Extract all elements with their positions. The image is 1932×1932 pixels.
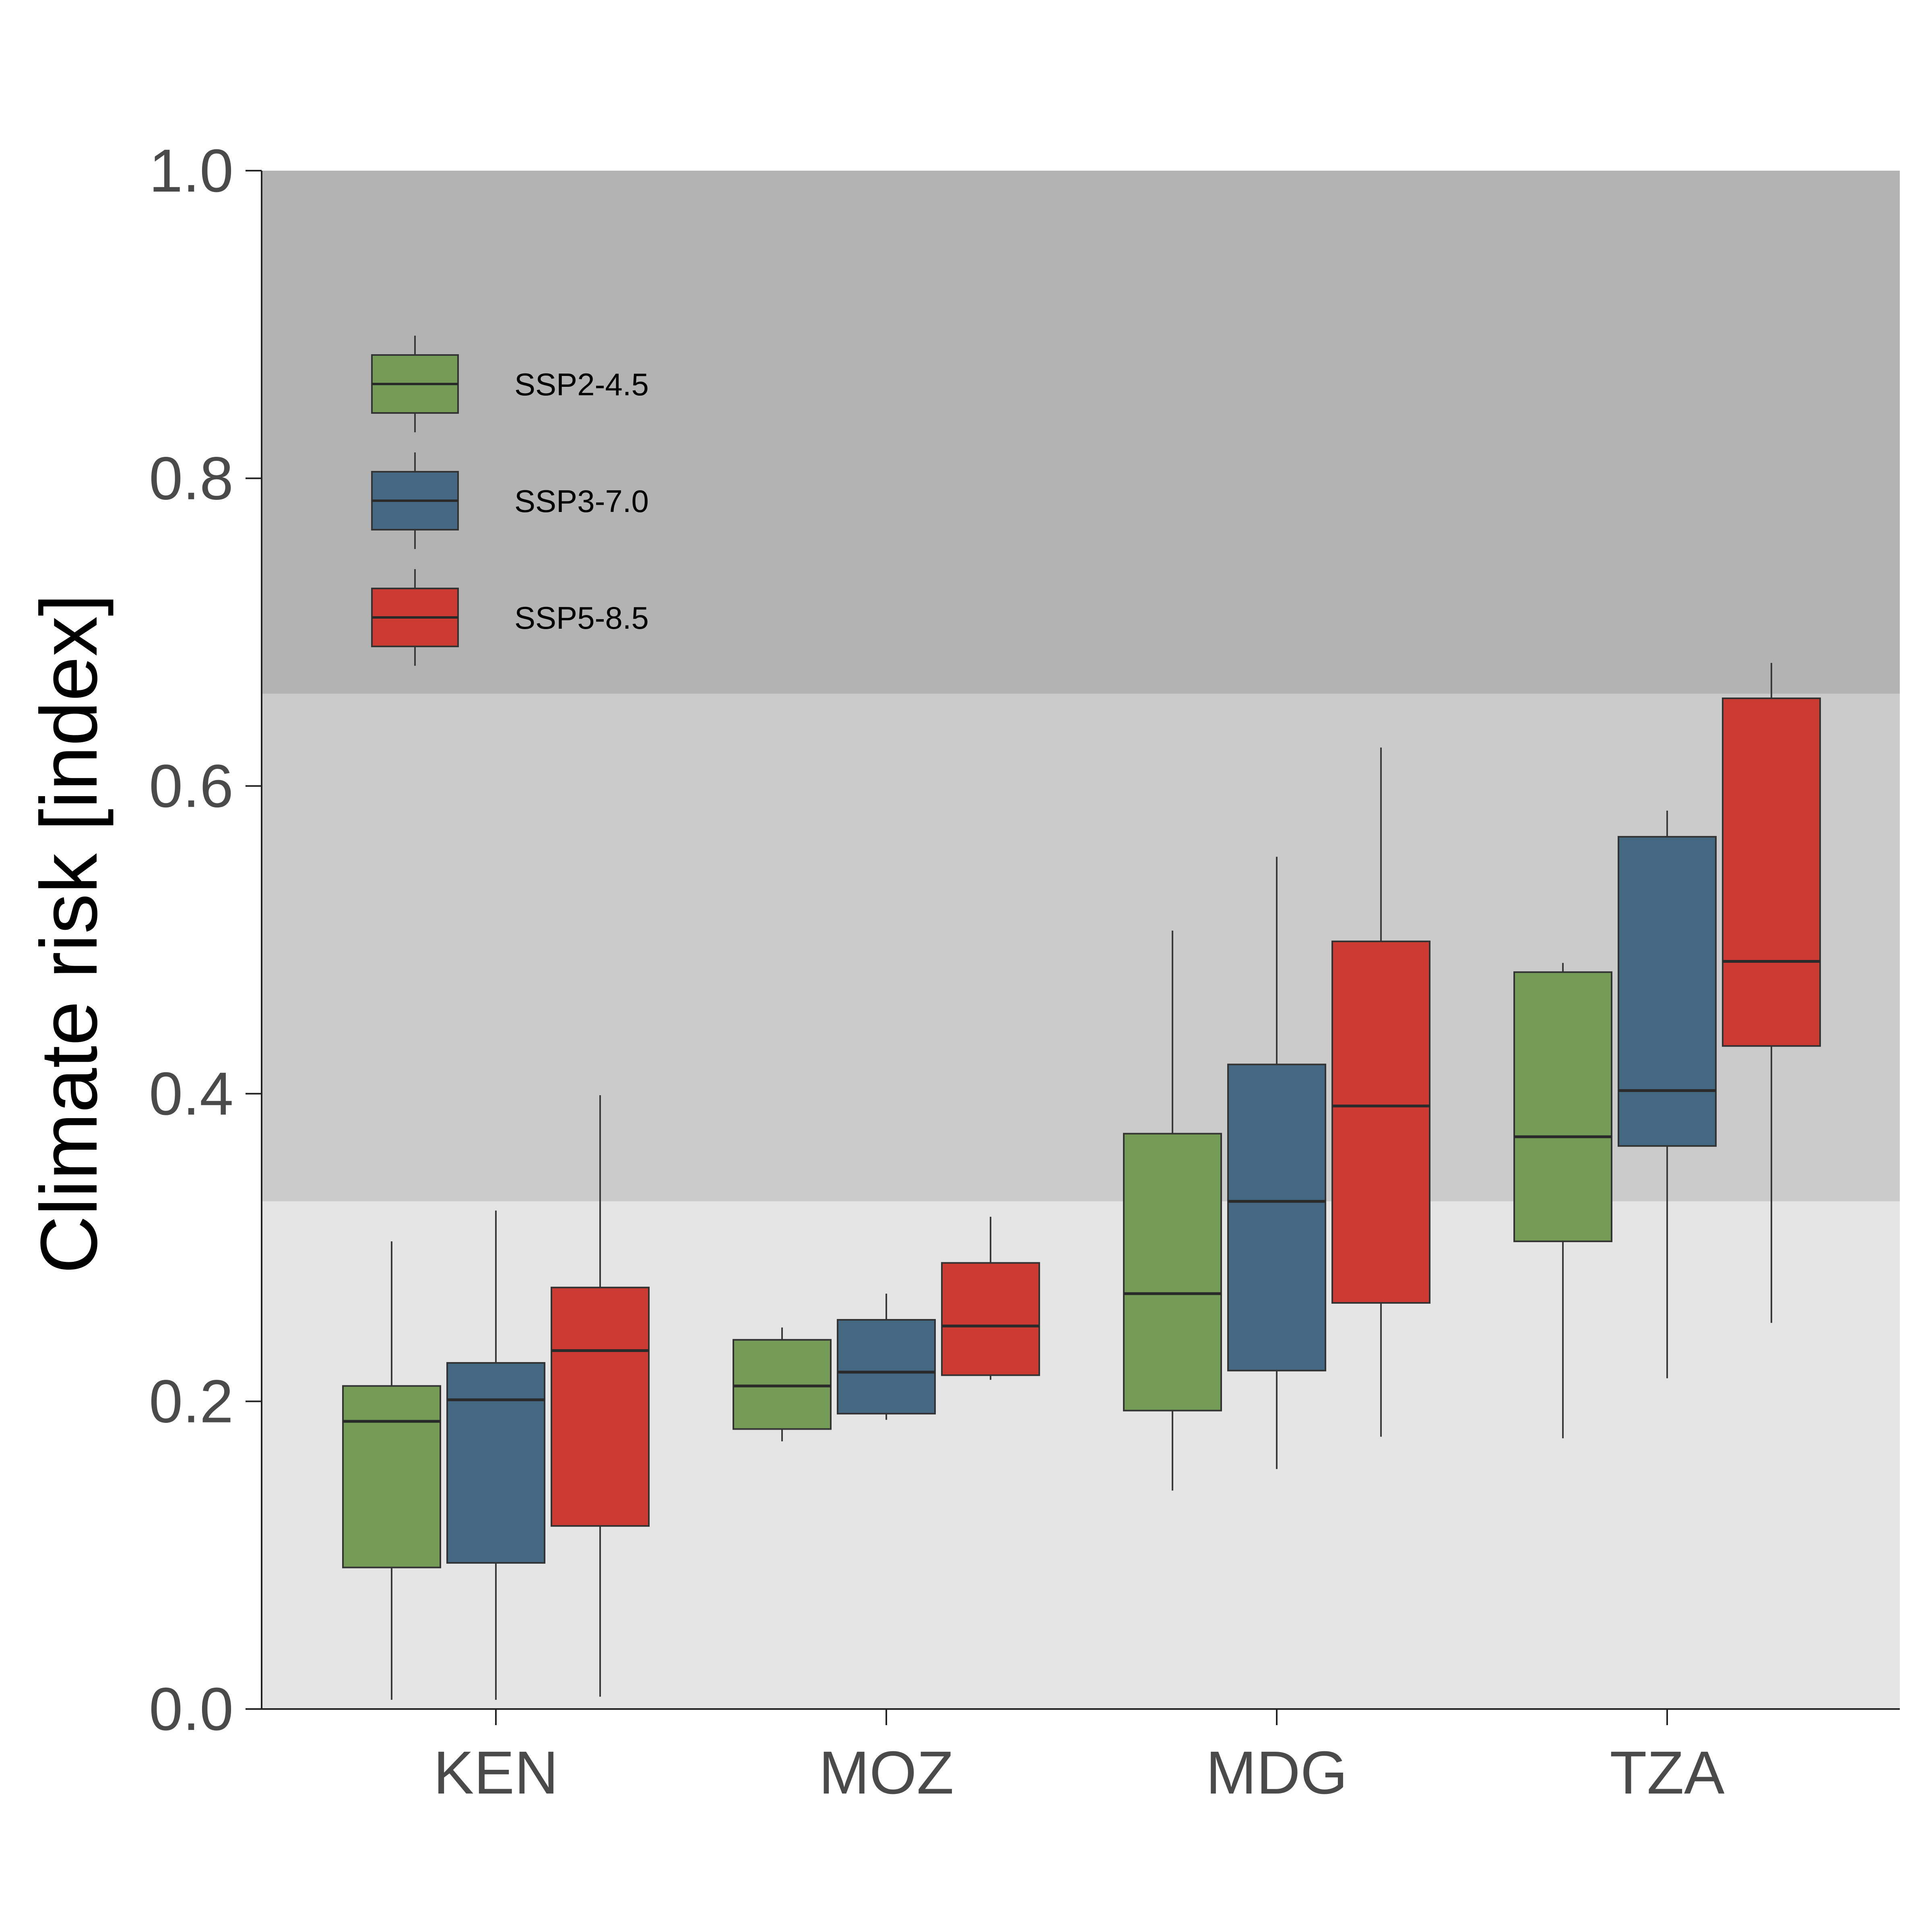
box-mdg-ssp2-4-5 — [1123, 931, 1222, 1491]
box-tza-ssp3-7-0-body — [1618, 836, 1717, 1147]
boxplots — [342, 663, 1821, 1700]
box-ken-ssp3-7-0 — [446, 1210, 545, 1700]
x-tick-label: MDG — [1206, 1738, 1348, 1806]
legend-item: SSP5-8.5 — [371, 569, 649, 666]
y-tick-label: 1.0 — [149, 136, 233, 204]
x-tick-label: KEN — [433, 1738, 558, 1806]
box-mdg-ssp2-4-5-body — [1123, 1133, 1222, 1412]
box-ken-ssp2-4-5 — [342, 1241, 441, 1700]
y-tick-label: 0.8 — [149, 444, 233, 512]
risk-band-3 — [262, 171, 1900, 694]
box-moz-ssp2-4-5 — [733, 1327, 832, 1441]
y-tick-label: 0.6 — [149, 752, 233, 820]
legend-item: SSP3-7.0 — [371, 452, 649, 549]
legend-label: SSP2-4.5 — [514, 367, 649, 402]
box-ken-ssp5-8-5 — [551, 1095, 650, 1697]
box-mdg-ssp5-8-5-body — [1331, 940, 1430, 1304]
box-tza-ssp5-8-5 — [1722, 663, 1821, 1323]
legend-item: SSP2-4.5 — [371, 336, 649, 432]
box-mdg-ssp3-7-0 — [1227, 857, 1326, 1469]
box-moz-ssp5-8-5-body — [941, 1262, 1040, 1376]
box-ken-ssp2-4-5-body — [342, 1385, 441, 1569]
box-moz-ssp3-7-0 — [837, 1294, 936, 1420]
y-tick-label: 0.0 — [149, 1675, 233, 1743]
box-ken-ssp3-7-0-body — [446, 1362, 545, 1564]
x-tick-label: TZA — [1610, 1738, 1724, 1806]
x-tick-label: MOZ — [819, 1738, 954, 1806]
legend-label: SSP3-7.0 — [514, 483, 649, 519]
y-axis-title: Climate risk [index] — [24, 594, 114, 1274]
box-tza-ssp5-8-5-body — [1722, 697, 1821, 1047]
legend-label: SSP5-8.5 — [514, 600, 649, 636]
y-tick-label: 0.2 — [149, 1367, 233, 1435]
box-moz-ssp3-7-0-body — [837, 1319, 936, 1415]
box-tza-ssp2-4-5 — [1513, 963, 1612, 1439]
box-mdg-ssp5-8-5 — [1331, 747, 1430, 1437]
box-ken-ssp5-8-5-body — [551, 1286, 650, 1527]
y-tick-label: 0.4 — [149, 1059, 233, 1127]
legend: SSP2-4.5 SSP3-7.0 SSP5-8.5 — [371, 336, 649, 666]
box-moz-ssp5-8-5 — [941, 1216, 1040, 1380]
box-mdg-ssp3-7-0-body — [1227, 1063, 1326, 1372]
box-moz-ssp2-4-5-body — [733, 1339, 832, 1430]
box-tza-ssp3-7-0 — [1618, 810, 1717, 1379]
box-tza-ssp2-4-5-body — [1513, 971, 1612, 1243]
axes: 0.0 0.2 0.4 0.6 0.8 1.0 KEN MOZ MDG TZA — [149, 136, 1900, 1806]
